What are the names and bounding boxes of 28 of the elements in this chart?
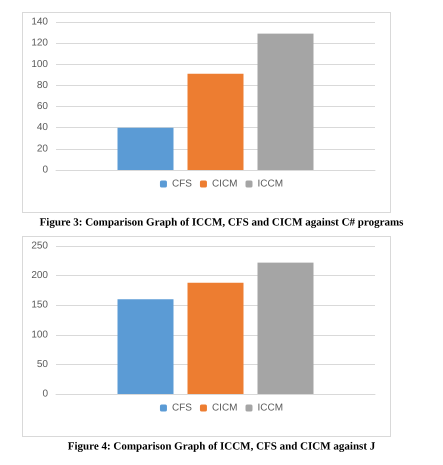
y-tick-label: 40 bbox=[36, 122, 48, 134]
y-tick-label: 60 bbox=[36, 101, 48, 112]
legend-label: ICCM bbox=[258, 402, 284, 414]
y-tick-label: 0 bbox=[42, 388, 48, 400]
legend-label: CICM bbox=[212, 178, 238, 190]
bar bbox=[188, 282, 244, 394]
bar bbox=[258, 34, 314, 170]
legend-label: CFS bbox=[172, 178, 192, 190]
legend-label: CICM bbox=[212, 402, 238, 414]
y-tick-label: 100 bbox=[31, 329, 48, 340]
bar bbox=[258, 262, 314, 394]
y-tick-label: 200 bbox=[31, 270, 48, 282]
y-tick-label: 140 bbox=[31, 16, 48, 28]
bar bbox=[118, 299, 174, 394]
caption: Figure 3: Comparison Graph of ICCM, CFS and CICM against C# programs bbox=[40, 216, 404, 228]
y-tick-label: 50 bbox=[36, 358, 48, 370]
legend-label: CFS bbox=[172, 402, 192, 414]
y-tick-label: 250 bbox=[31, 240, 48, 252]
y-tick-label: 150 bbox=[31, 300, 48, 311]
legend-label: ICCM bbox=[258, 178, 284, 190]
y-tick-label: 0 bbox=[42, 164, 48, 176]
caption: Figure 4: Comparison Graph of ICCM, CFS and CICM against J bbox=[68, 440, 376, 452]
y-tick-label: 20 bbox=[36, 143, 48, 154]
y-tick-label: 120 bbox=[31, 38, 48, 49]
bar bbox=[118, 128, 174, 170]
y-tick-label: 80 bbox=[36, 80, 48, 91]
y-tick-label: 100 bbox=[31, 58, 48, 70]
bar bbox=[188, 74, 244, 170]
